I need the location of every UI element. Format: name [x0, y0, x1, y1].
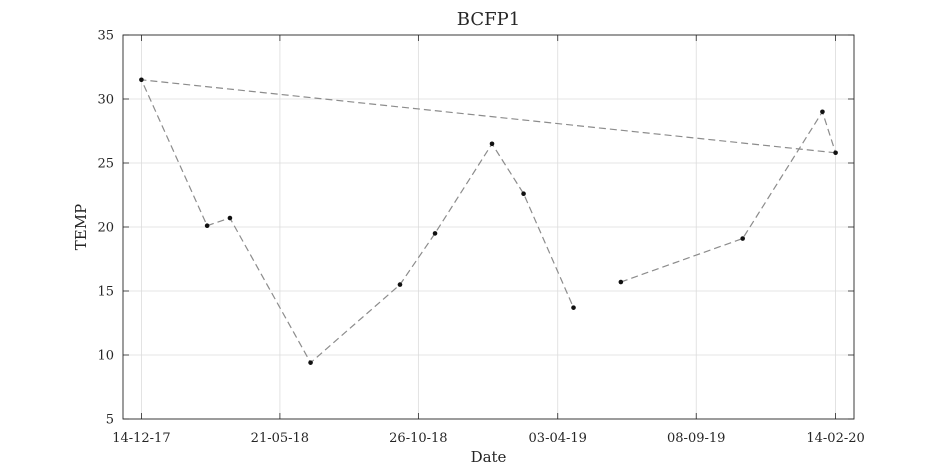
series-line: [620, 110, 837, 283]
y-tick-label: 5: [106, 413, 114, 428]
data-point: [618, 279, 624, 285]
y-tick-label: 30: [97, 93, 114, 108]
data-point: [432, 231, 438, 236]
data-point: [571, 305, 576, 310]
y-tick-label: 35: [97, 29, 114, 44]
y-axis-label: TEMP: [72, 204, 90, 250]
chart-title: BCFP1: [457, 9, 520, 30]
y-tick-label: 15: [97, 285, 114, 300]
x-tick-label: 08-09-19: [667, 431, 725, 446]
x-tick-label: 03-04-19: [529, 431, 587, 446]
data-point: [833, 150, 838, 156]
data-point: [204, 223, 210, 229]
data-point: [820, 109, 825, 115]
data-point: [489, 141, 495, 147]
y-tick-label: 25: [97, 157, 114, 172]
y-tick-label: 20: [97, 221, 114, 236]
x-axis-label: Date: [471, 448, 507, 466]
data-point: [308, 360, 313, 365]
series-line: [140, 79, 836, 364]
axis-ticks: 5 10 15 20 25 30 35 14-12-17 21-05-18 26-10-18 03-…: [97, 29, 864, 447]
x-tick-label: 14-02-20: [806, 431, 864, 446]
y-tick-label: 10: [97, 349, 114, 364]
data-point: [740, 236, 745, 241]
x-tick-label: 21-05-18: [251, 431, 309, 446]
data-point: [397, 282, 403, 287]
data-point: [521, 191, 526, 197]
x-tick-label: 26-10-18: [389, 431, 447, 446]
data-point: [139, 77, 144, 83]
x-tick-label: 14-12-17: [112, 431, 170, 446]
data-series: [139, 77, 838, 365]
data-point: [227, 215, 233, 221]
